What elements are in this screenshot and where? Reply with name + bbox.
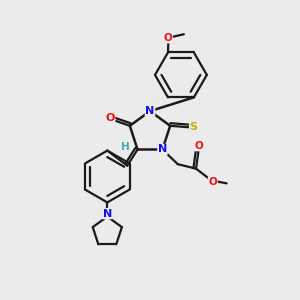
- Text: O: O: [208, 177, 217, 187]
- Text: N: N: [103, 208, 112, 219]
- Text: N: N: [146, 106, 154, 116]
- Text: H: H: [121, 142, 130, 152]
- Text: N: N: [158, 145, 167, 154]
- Text: S: S: [190, 122, 198, 132]
- Text: O: O: [195, 141, 203, 151]
- Text: O: O: [164, 33, 172, 43]
- Text: O: O: [105, 113, 115, 123]
